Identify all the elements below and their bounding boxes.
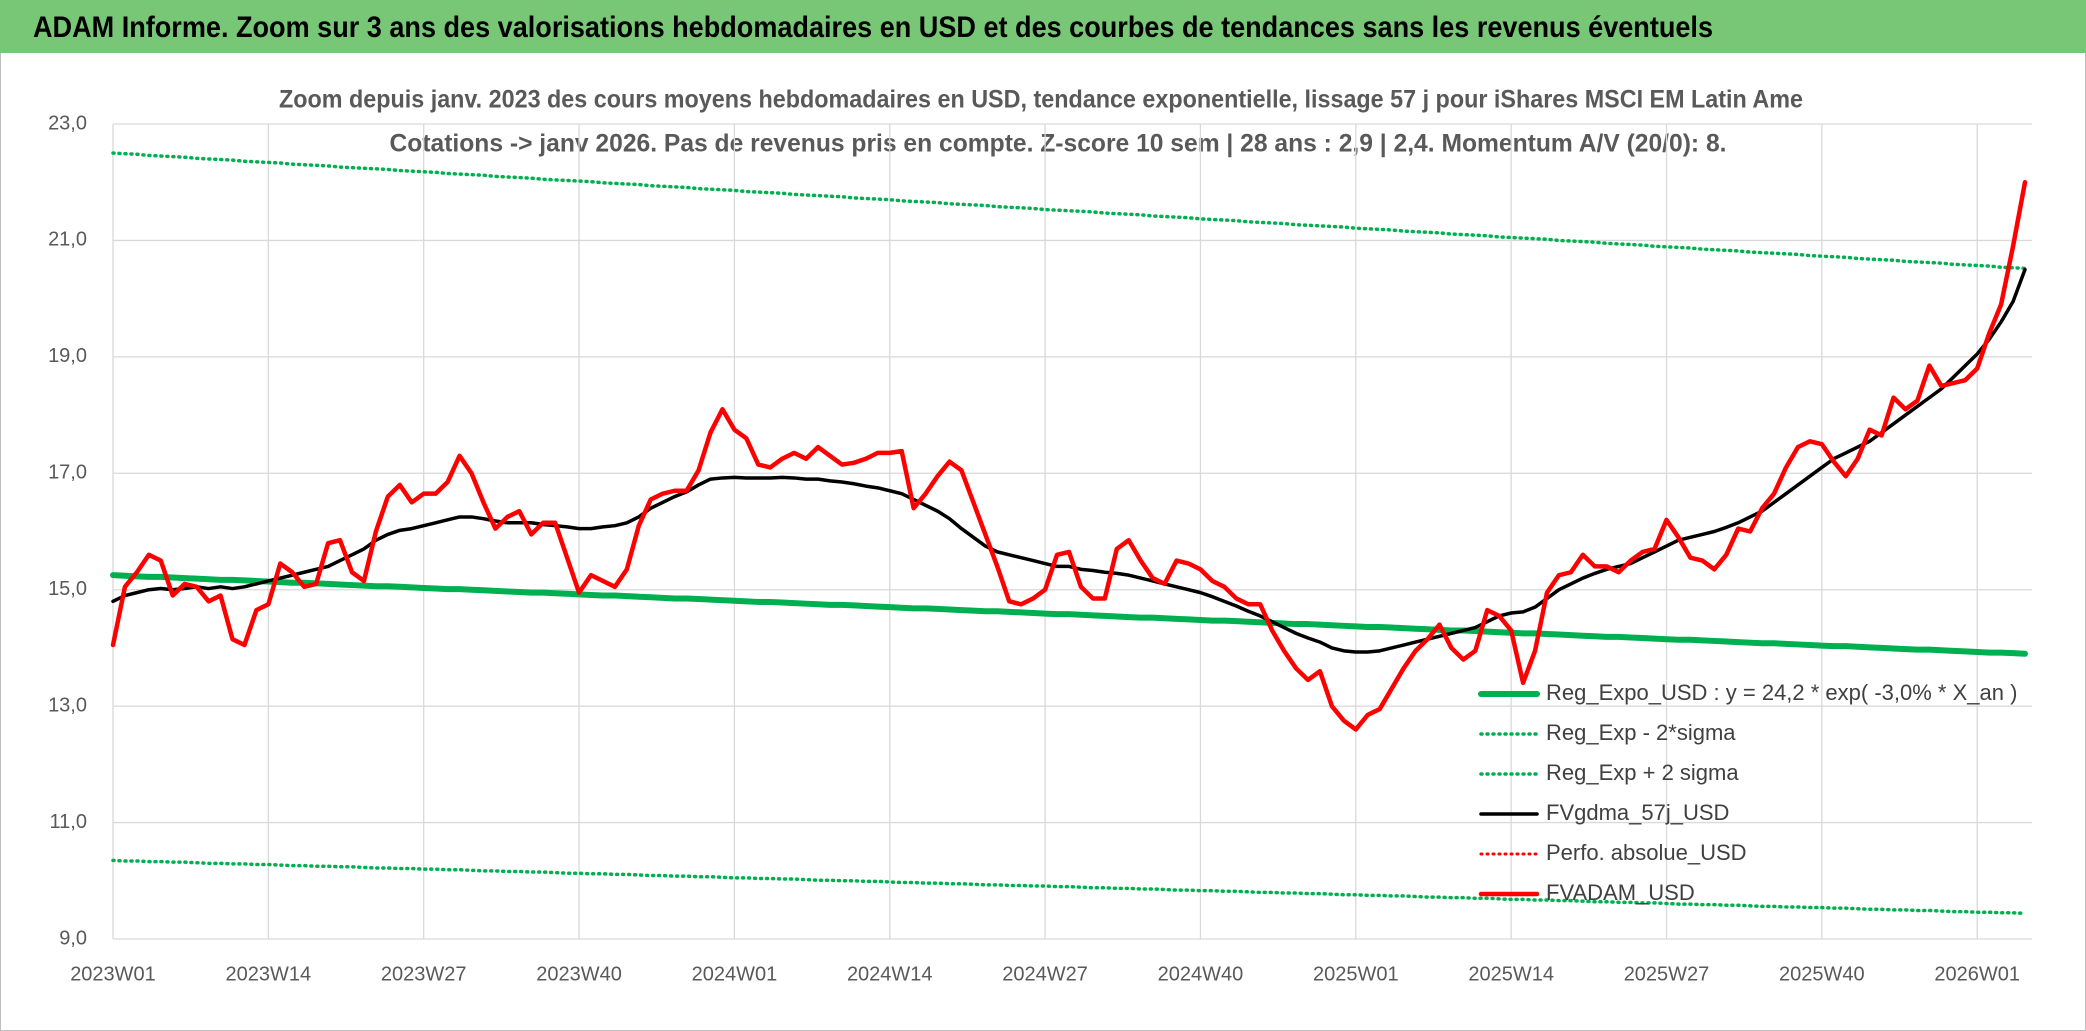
x-tick-label: 2024W40	[1158, 963, 1244, 985]
series-line	[111, 858, 2027, 916]
legend-label: Reg_Exp + 2 sigma	[1546, 760, 1739, 785]
series-line	[110, 572, 2028, 657]
legend-label: Reg_Expo_USD : y = 24,2 * exp( -3,0% * X…	[1546, 680, 2017, 705]
x-tick-label: 2025W40	[1779, 963, 1865, 985]
legend-label: Perfo. absolue_USD	[1546, 840, 1747, 865]
x-tick-label: 2023W27	[381, 963, 467, 985]
x-tick-label: 2025W14	[1468, 963, 1554, 985]
x-tick-label: 2025W27	[1624, 963, 1710, 985]
legend-label: FVADAM_USD	[1546, 880, 1695, 905]
chart-subtitle: Zoom depuis janv. 2023 des cours moyens …	[279, 86, 1803, 114]
y-tick-label: 13,0	[48, 694, 87, 716]
x-tick-label: 2026W01	[1934, 963, 2020, 985]
series-line	[111, 267, 2027, 654]
y-tick-label: 17,0	[48, 462, 87, 484]
header-bar	[0, 0, 2086, 53]
legend-label: Reg_Exp - 2*sigma	[1546, 720, 1736, 745]
x-tick-label: 2023W40	[536, 963, 622, 985]
y-tick-label: 9,0	[59, 927, 87, 949]
x-tick-label: 2024W27	[1002, 963, 1088, 985]
y-tick-label: 15,0	[48, 578, 87, 600]
legend-label: FVgdma_57j_USD	[1546, 800, 1729, 825]
series-line	[111, 151, 2027, 271]
x-tick-label: 2024W14	[847, 963, 933, 985]
y-tick-label: 19,0	[48, 345, 87, 367]
chart-title: ADAM Informe. Zoom sur 3 ans des valoris…	[33, 11, 1713, 44]
y-tick-label: 11,0	[50, 811, 87, 833]
series-line	[110, 179, 2028, 732]
x-tick-label: 2025W01	[1313, 963, 1399, 985]
x-tick-label: 2024W01	[692, 963, 778, 985]
y-tick-label: 23,0	[48, 112, 87, 134]
x-tick-label: 2023W14	[226, 963, 312, 985]
y-tick-label: 21,0	[48, 229, 87, 251]
chart-subtitle: Cotations -> janv 2026. Pas de revenus p…	[390, 130, 1727, 158]
x-tick-label: 2023W01	[70, 963, 156, 985]
